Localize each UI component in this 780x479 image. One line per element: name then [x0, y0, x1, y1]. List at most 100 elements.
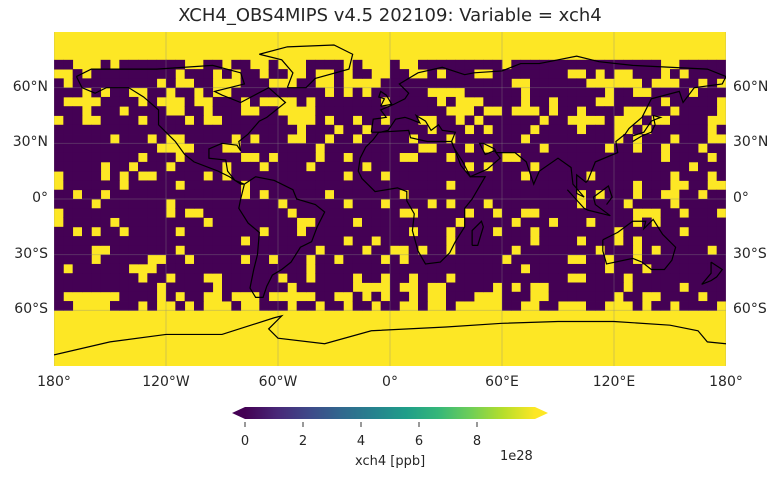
- grid-cell-low: [390, 143, 400, 154]
- grid-cell-low: [408, 245, 419, 256]
- grid-cell-low: [315, 115, 326, 126]
- grid-cell-low: [446, 69, 456, 79]
- grid-cell-low: [446, 171, 456, 181]
- grid-cell-low: [222, 199, 232, 209]
- grid-cell-low: [446, 282, 456, 293]
- grid-cell-low: [110, 208, 120, 218]
- grid-cell-low: [679, 143, 690, 154]
- grid-cell-low: [502, 87, 512, 98]
- grid-cell-low: [558, 106, 568, 116]
- grid-cell-low: [156, 180, 167, 191]
- grid-cell-low: [306, 189, 316, 200]
- grid-cell-low: [595, 291, 606, 302]
- grid-cell-low: [604, 161, 615, 172]
- grid-cell-low: [324, 236, 335, 246]
- grid-cell-low: [446, 217, 456, 228]
- grid-cell-low: [408, 254, 419, 265]
- grid-cell-low: [614, 106, 624, 116]
- grid-cell-low: [390, 217, 400, 228]
- grid-cell-low: [399, 226, 410, 237]
- grid-cell-low: [558, 217, 568, 228]
- grid-cell-low: [548, 273, 559, 283]
- grid-cell-low: [110, 245, 120, 256]
- grid-cell-low: [642, 236, 652, 246]
- grid-cell-low: [688, 226, 699, 237]
- grid-cell-low: [343, 254, 354, 265]
- grid-cell-low: [651, 226, 662, 237]
- grid-cell-low: [250, 96, 260, 107]
- grid-cell-low: [492, 245, 503, 256]
- grid-cell-low: [651, 161, 662, 172]
- grid-cell-low: [567, 226, 578, 237]
- grid-cell-low: [707, 282, 718, 293]
- grid-cell-low: [231, 263, 242, 274]
- grid-cell-low: [446, 208, 456, 218]
- grid-cell-low: [688, 282, 699, 293]
- grid-cell-low: [287, 263, 298, 274]
- grid-cell-low: [343, 143, 354, 154]
- coastline-japan: [632, 114, 663, 142]
- grid-cell-low: [203, 245, 214, 256]
- grid-cell-low: [371, 87, 382, 98]
- grid-cell-low: [352, 208, 363, 218]
- grid-cell-low: [539, 161, 550, 172]
- grid-cell-low: [623, 171, 634, 181]
- grid-cell-low: [632, 301, 643, 311]
- grid-cell-low: [212, 254, 223, 265]
- grid-cell-low: [138, 226, 148, 237]
- grid-cell-low: [698, 87, 708, 98]
- coastline-north-america: [75, 64, 287, 185]
- grid-cell-low: [334, 208, 344, 218]
- grid-cell-low: [586, 245, 596, 256]
- grid-cell-low: [390, 96, 400, 107]
- grid-cell-low: [698, 69, 708, 79]
- grid-cell-low: [558, 124, 568, 135]
- grid-cell-low: [446, 263, 456, 274]
- lon-label: 0°: [382, 374, 398, 390]
- grid-cell-low: [632, 161, 643, 172]
- grid-cell-low: [679, 245, 690, 256]
- grid-cell-low: [334, 189, 344, 200]
- grid-cell-low: [436, 217, 447, 228]
- grid-cell-low: [194, 115, 204, 126]
- grid-cell-low: [418, 78, 428, 89]
- lat-label-left: 60°S: [14, 301, 48, 318]
- grid-cell-low: [399, 106, 410, 116]
- grid-cell-low: [315, 59, 326, 70]
- grid-cell-low: [427, 245, 438, 256]
- grid-cell-low: [586, 143, 596, 154]
- grid-cell-low: [63, 189, 74, 200]
- grid-cell-low: [474, 106, 484, 116]
- grid-cell-low: [511, 208, 522, 218]
- grid-cell-low: [128, 217, 139, 228]
- grid-cell-low: [548, 254, 559, 265]
- grid-cell-low: [586, 106, 596, 116]
- grid-cell-low: [707, 236, 718, 246]
- grid-cell-low: [446, 124, 456, 135]
- grid-cell-low: [418, 282, 428, 293]
- grid-cell-low: [259, 282, 270, 293]
- grid-cell-low: [642, 217, 652, 228]
- grid-cell-low: [707, 199, 718, 209]
- grid-cell-low: [156, 273, 167, 283]
- grid-cell-low: [296, 263, 307, 274]
- grid-cell-low: [194, 106, 204, 116]
- grid-cell-low: [483, 236, 494, 246]
- grid-cell-low: [119, 87, 130, 98]
- grid-cell-low: [222, 180, 232, 191]
- grid-cell-low: [352, 301, 363, 311]
- grid-cell-low: [520, 180, 531, 191]
- grid-cell-low: [502, 301, 512, 311]
- grid-cell-low: [418, 96, 428, 107]
- grid-cell-low: [175, 208, 186, 218]
- grid-cell-low: [380, 124, 391, 135]
- grid-cell-low: [455, 226, 466, 237]
- grid-cell-low: [558, 291, 568, 302]
- grid-cell-low: [604, 152, 615, 163]
- grid-cell-low: [548, 189, 559, 200]
- grid-cell-low: [184, 171, 195, 181]
- grid-cell-low: [567, 208, 578, 218]
- grid-cell-low: [371, 106, 382, 116]
- grid-cell-low: [399, 124, 410, 135]
- grid-cell-low: [259, 171, 270, 181]
